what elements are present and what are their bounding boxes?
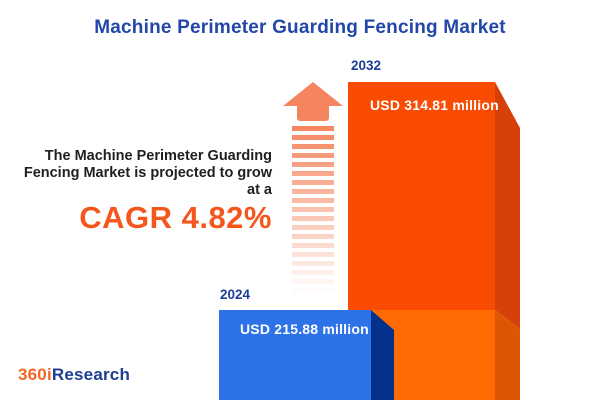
growth-arrow-stem	[297, 106, 329, 121]
projection-text: The Machine Perimeter Guarding Fencing M…	[20, 148, 272, 199]
bar-2032-year-label: 2032	[351, 58, 382, 73]
bar-2024-year-label: 2024	[220, 287, 251, 302]
projection-line-3: at a	[247, 182, 272, 198]
bar-2032-side-top	[495, 82, 520, 329]
brand-logo-360i: 360i	[18, 365, 52, 384]
cagr-value: CAGR 4.82%	[79, 200, 272, 235]
projection-line-2: Fencing Market is projected to grow	[23, 165, 272, 181]
growth-arrow-dashes	[292, 126, 334, 295]
bar-2024-side	[371, 310, 394, 400]
bar-2032-value-label: USD 314.81 million	[370, 97, 499, 113]
brand-logo: 360iResearch	[18, 365, 130, 385]
bar-2024-face	[219, 310, 371, 400]
page-title: Machine Perimeter Guarding Fencing Marke…	[94, 17, 506, 38]
growth-arrow-icon	[283, 82, 343, 106]
projection-line-1: The Machine Perimeter Guarding	[44, 148, 272, 164]
bar-2024-value-label: USD 215.88 million	[240, 321, 369, 337]
brand-logo-research: Research	[51, 365, 131, 384]
